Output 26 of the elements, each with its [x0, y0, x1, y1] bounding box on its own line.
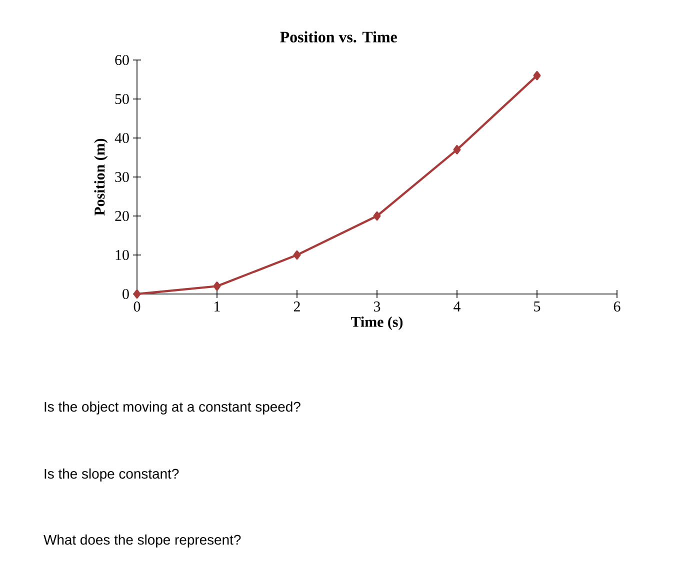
point [453, 145, 461, 154]
text: What does the slope represent? [44, 534, 241, 548]
text: Is the object moving at a constant speed? [44, 401, 300, 414]
y-tick-label: 0 [122, 288, 129, 300]
text: Is the slope constant? [44, 468, 179, 482]
point [213, 282, 221, 291]
y-tick-label: 40 [114, 132, 129, 144]
y-tick-label: 20 [115, 210, 129, 222]
y-tick-label: 30 [115, 172, 129, 182]
x-tick-label: 2 [294, 302, 300, 312]
y-tick-label: 50 [115, 94, 129, 104]
point [133, 289, 141, 299]
x-tick-label: 1 [214, 302, 220, 312]
y-axis-title: Position (m) [94, 138, 108, 216]
x-axis-title: Time (s) [351, 316, 403, 330]
x-tick-label: 4 [454, 302, 460, 312]
point [373, 211, 381, 221]
point [293, 250, 301, 260]
x-tick-label: 3 [374, 302, 380, 312]
x-tick-label: 5 [534, 302, 540, 312]
y-tick-label: 60 [115, 54, 129, 66]
chart-title: Position vs. Time [280, 31, 397, 42]
point [533, 71, 541, 80]
y-tick-label: 10 [116, 250, 129, 260]
x-tick-label: 6 [614, 302, 620, 312]
x-tick-label: 0 [134, 302, 140, 312]
